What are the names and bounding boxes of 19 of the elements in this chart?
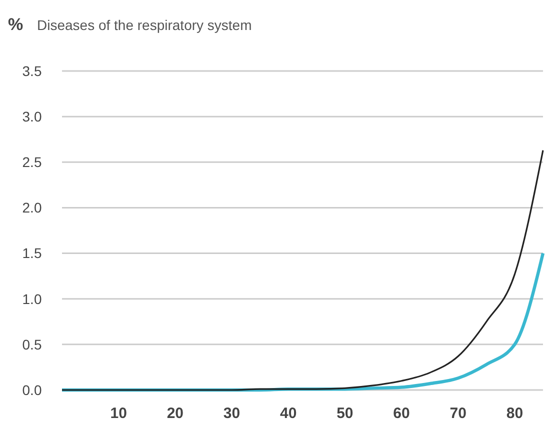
x-tick-label: 80 — [506, 405, 524, 422]
x-tick-label: 60 — [393, 405, 410, 422]
y-tick-label: 3.0 — [22, 108, 42, 124]
x-tick-label: 40 — [280, 405, 297, 422]
y-tick-label: 3.5 — [22, 62, 42, 79]
y-tick-label: 1.0 — [22, 290, 42, 307]
x-tick-label: 10 — [110, 405, 127, 422]
y-tick-label: 1.5 — [22, 245, 42, 262]
y-tick-label: 2.0 — [22, 200, 42, 216]
line-series — [61, 149, 544, 391]
x-tick-label: 30 — [223, 405, 240, 422]
y-tick-label: 0.5 — [22, 336, 42, 352]
x-tick-label: 50 — [336, 405, 354, 422]
chart-title: Diseases of the respiratory system — [37, 17, 252, 33]
y-axis-title: % — [8, 15, 24, 34]
x-tick-label: 70 — [450, 405, 466, 422]
y-tick-label: 2.5 — [22, 154, 42, 170]
x-tick-label: 20 — [166, 405, 184, 422]
y-tick-label: 0.0 — [22, 382, 42, 398]
